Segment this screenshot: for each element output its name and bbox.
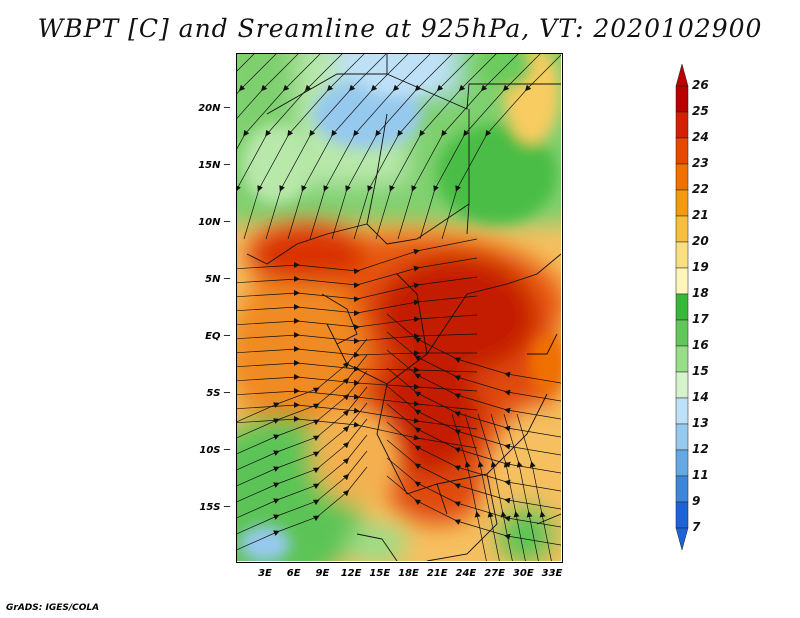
colorbar-label: 16 (692, 338, 709, 352)
colorbar-label: 11 (692, 468, 709, 482)
colorbar-min-arrow (675, 527, 689, 551)
colorbar-label: 13 (692, 416, 709, 430)
colorbar-bin (675, 189, 689, 217)
lon-label-30e: 30E (512, 568, 534, 579)
streamline (503, 413, 539, 561)
streamline (237, 295, 478, 317)
colorbar (675, 63, 689, 551)
lat-label-5n: 5N ─ (205, 274, 230, 285)
colorbar-label: 7 (692, 520, 701, 534)
streamline (477, 413, 513, 561)
colorbar-label: 18 (692, 286, 709, 300)
lat-label-15s: 15S ─ (199, 502, 230, 513)
lat-label-20n: 20N ─ (198, 103, 230, 114)
streamline (490, 413, 526, 561)
colorbar-label: 24 (692, 130, 709, 144)
lon-label-24e: 24E (455, 568, 477, 579)
lon-label-27e: 27E (484, 568, 505, 579)
colorbar-bin (675, 397, 689, 425)
lat-label-eq: EQ ─ (205, 331, 230, 342)
grads-credit: GrADS: IGES/COLA (6, 603, 100, 613)
streamline (451, 413, 487, 561)
colorbar-bin (675, 137, 689, 165)
colorbar-bin (675, 111, 689, 139)
colorbar-bin (675, 215, 689, 243)
colorbar-label: 20 (692, 234, 709, 248)
lat-label-5s: 5S ─ (206, 388, 230, 399)
lat-label-10n: 10N ─ (198, 217, 230, 228)
lat-label-10s: 10S ─ (199, 445, 230, 456)
colorbar-bin (675, 423, 689, 451)
lon-label-6e: 6E (286, 568, 301, 579)
streamline (386, 475, 561, 546)
streamlines (237, 54, 561, 561)
colorbar-bin (675, 163, 689, 191)
colorbar-label: 15 (692, 364, 709, 378)
lon-label-12e: 12E (340, 568, 362, 579)
streamline (237, 331, 478, 344)
colorbar-bin (675, 293, 689, 321)
colorbar-label: 9 (692, 494, 701, 508)
colorbar-bin (675, 319, 689, 347)
colorbar-bin (675, 267, 689, 295)
colorbar-bin (675, 371, 689, 399)
colorbar-label: 12 (692, 442, 709, 456)
colorbar-max-arrow (675, 63, 689, 87)
colorbar-bin (675, 241, 689, 269)
lon-label-33e: 33E (541, 568, 563, 579)
colorbar-bin (675, 501, 689, 529)
map-panel (236, 53, 563, 563)
lon-label-21e: 21E (426, 568, 448, 579)
colorbar-label: 19 (692, 260, 709, 274)
streamline (237, 314, 478, 331)
streamline (237, 54, 277, 192)
lon-label-15e: 15E (369, 568, 391, 579)
streamline (464, 413, 500, 561)
colorbar-label: 21 (692, 208, 709, 222)
wbpt-streamline-map (237, 54, 561, 561)
colorbar-bin (675, 475, 689, 503)
map-title: WBPT [C] and Sreamline at 925hPa, VT: 20… (37, 14, 763, 43)
colorbar-label: 23 (692, 156, 709, 170)
lon-label-3e: 3E (258, 568, 272, 579)
lat-label-15n: 15N ─ (198, 160, 230, 171)
colorbar-bin (675, 85, 689, 113)
colorbar-label: 22 (692, 182, 709, 196)
colorbar-label: 26 (692, 78, 709, 92)
colorbar-bin (675, 449, 689, 477)
colorbar-label: 25 (692, 104, 709, 118)
colorbar-label: 14 (692, 390, 709, 404)
streamline (237, 276, 478, 303)
streamline (237, 54, 299, 192)
lon-label-18e: 18E (398, 568, 419, 579)
colorbar-label: 17 (692, 312, 709, 326)
lon-label-9e: 9E (315, 568, 330, 579)
streamline (516, 413, 552, 561)
colorbar-bin (675, 345, 689, 373)
streamline (237, 466, 368, 551)
